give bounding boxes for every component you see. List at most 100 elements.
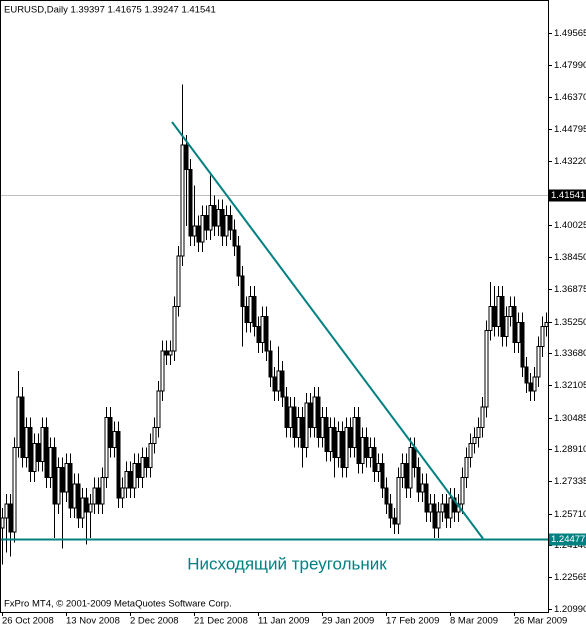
candle-body — [280, 370, 285, 398]
candle-body — [48, 447, 53, 479]
candle-body — [396, 477, 401, 525]
candle-body — [184, 144, 189, 170]
candle-body — [192, 225, 197, 237]
candle-body — [312, 396, 317, 428]
candle-body — [352, 416, 357, 449]
candle-body — [168, 350, 173, 356]
candle-body — [108, 416, 113, 449]
candle-body — [448, 497, 453, 519]
candle-body — [380, 463, 385, 489]
candle-body — [64, 463, 69, 493]
candle-body — [464, 457, 469, 479]
candle-body — [436, 511, 441, 529]
y-tick-label: 1.33680 — [554, 348, 586, 359]
candle-body — [216, 209, 221, 227]
candle-body — [236, 245, 241, 277]
x-tick-label: 8 Mar 2009 — [450, 616, 498, 627]
candle-body — [60, 467, 65, 493]
candle-body — [416, 467, 421, 493]
candle-body — [364, 436, 369, 459]
candle-body — [492, 305, 497, 328]
candle-body — [80, 497, 85, 519]
candle-body — [124, 471, 129, 489]
candle-body — [504, 315, 509, 338]
candle-body — [156, 390, 161, 428]
candle-body — [452, 497, 457, 513]
candle-body — [212, 205, 217, 227]
candle-body — [116, 430, 121, 499]
candle-body — [328, 426, 333, 453]
y-tick-label: 1.47990 — [554, 60, 586, 71]
y-tick-label: 1.24140 — [554, 540, 586, 551]
candle-body — [204, 215, 209, 231]
candle-body — [20, 396, 25, 459]
y-tick-label: 1.38450 — [554, 252, 586, 263]
candle-body — [164, 350, 169, 356]
candle-body — [248, 295, 253, 324]
candle-body — [428, 503, 433, 513]
candle-body — [104, 416, 109, 479]
y-tick-label: 1.36875 — [554, 284, 586, 295]
candle-body — [28, 426, 33, 473]
candle-body — [424, 483, 429, 513]
candle-body — [316, 396, 321, 438]
candle-body — [272, 376, 277, 392]
candle-body — [180, 144, 185, 257]
chart-title: EURUSD,Daily 1.39397 1.41675 1.39247 1.4… — [4, 5, 216, 16]
y-tick-label: 1.30485 — [554, 413, 586, 424]
candle-body — [232, 229, 237, 247]
candle-body — [32, 442, 37, 473]
candle-body — [400, 463, 405, 479]
y-tick-label: 1.46370 — [554, 92, 586, 103]
candle-body — [372, 447, 377, 473]
candle-body — [356, 416, 361, 465]
candle-body — [56, 467, 61, 505]
y-tick-label: 1.35250 — [554, 317, 586, 328]
candle-body — [244, 305, 249, 324]
candle-body — [340, 430, 345, 469]
candle-body — [152, 426, 157, 444]
candle-body — [412, 447, 417, 469]
candle-body — [444, 503, 449, 519]
candle-body — [144, 457, 149, 469]
candle-body — [24, 426, 29, 459]
y-tick-label: 1.20990 — [554, 604, 586, 615]
x-tick-label: 29 Jan 2009 — [322, 616, 374, 627]
candle-body — [320, 416, 325, 438]
candle-body — [524, 366, 529, 384]
candle-body — [208, 205, 213, 231]
x-tick-label: 2 Dec 2008 — [130, 616, 179, 627]
candle-body — [404, 463, 409, 489]
candle-body — [172, 305, 177, 352]
support-marker — [549, 533, 586, 546]
candle-body — [388, 503, 393, 519]
candle-body — [136, 463, 141, 479]
annotation: Нисходящий треугольник — [187, 554, 387, 573]
candle-body — [52, 447, 57, 505]
candle-body — [16, 396, 21, 449]
candle-body — [268, 350, 273, 378]
y-tick-label: 1.44795 — [554, 124, 586, 135]
candle-body — [188, 168, 193, 237]
candle-body — [264, 315, 269, 352]
candle-body — [540, 326, 545, 348]
candle-body — [296, 416, 301, 438]
y-tick-label: 1.40025 — [554, 220, 586, 231]
candle-body — [360, 436, 365, 465]
candle-body — [368, 447, 373, 459]
candle-body — [512, 305, 517, 344]
candle-body — [88, 503, 93, 513]
bid-marker — [549, 189, 586, 202]
candle-body — [4, 503, 9, 519]
x-tick-label: 26 Mar 2009 — [514, 616, 567, 627]
candle-body — [160, 350, 165, 392]
candle-body — [132, 463, 137, 489]
candle-body — [528, 382, 533, 392]
candle-body — [408, 447, 413, 489]
candle-body — [12, 447, 17, 533]
candle-body — [148, 442, 153, 469]
candle-body — [544, 322, 549, 328]
candle-body — [92, 487, 97, 505]
x-tick-label: 11 Jan 2009 — [258, 616, 310, 627]
candle-body — [520, 322, 525, 368]
